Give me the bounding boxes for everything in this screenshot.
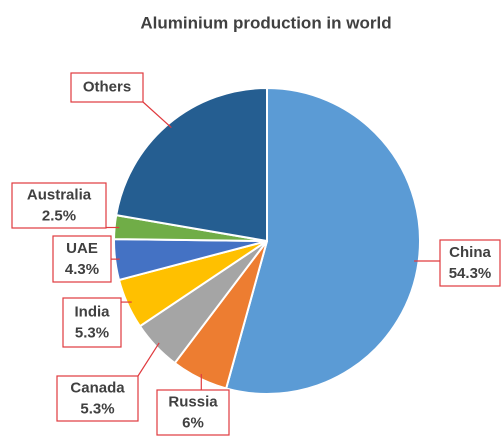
slice-label: Others	[83, 78, 131, 95]
slice-label: Russia	[168, 393, 218, 410]
callout-box	[70, 72, 144, 103]
callout-box	[52, 235, 112, 283]
slice-label: India	[74, 303, 110, 320]
chart-title: Aluminium production in world	[140, 13, 391, 32]
value-label: 5.3%	[80, 400, 114, 417]
callout-box	[439, 239, 501, 287]
callout-pointer	[142, 101, 172, 128]
pie-slice	[115, 86, 268, 243]
callout-pointer	[137, 342, 160, 377]
value-label: 6%	[182, 414, 204, 431]
value-label: 5.3%	[75, 324, 109, 341]
callout-box	[11, 182, 107, 229]
slice-label: China	[449, 244, 491, 261]
callout-box	[62, 297, 122, 348]
callout-box	[56, 375, 139, 422]
value-label: 4.3%	[65, 261, 99, 278]
slice-label: Australia	[27, 186, 92, 203]
slice-label: UAE	[66, 240, 98, 257]
slice-label: Canada	[70, 379, 125, 396]
callout-box	[156, 389, 230, 436]
pie-slice	[224, 86, 421, 395]
value-label: 54.3%	[449, 265, 492, 282]
value-label: 2.5%	[42, 207, 76, 224]
